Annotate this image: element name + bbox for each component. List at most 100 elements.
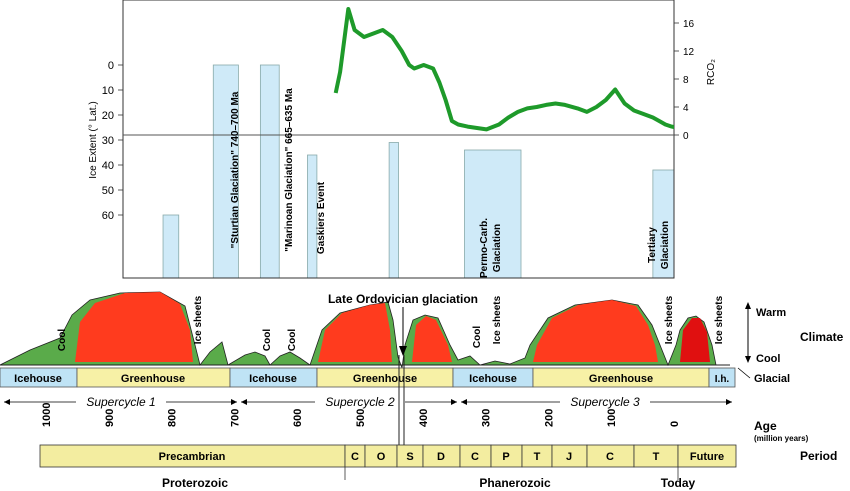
period-label-p: P	[502, 451, 509, 463]
proterozoic-label: Proterozoic	[162, 476, 228, 490]
age-tick-400: 400	[418, 409, 430, 427]
cool-scale-label: Cool	[756, 353, 780, 365]
top-panel-frame	[122, 0, 675, 279]
ice-sheets-label-1: Ice sheets	[193, 295, 204, 344]
state-label-5: Icehouse	[469, 373, 517, 385]
period-label-precambrian: Precambrian	[159, 451, 226, 463]
left-tick-label: 60	[102, 210, 114, 222]
climate-label: Climate	[800, 330, 844, 344]
right-tick-label: 0	[683, 131, 689, 142]
age-label: Age	[754, 419, 777, 433]
ice-extent-axis-label: Ice Extent (° Lat.)	[88, 101, 99, 178]
warm-area-2	[318, 303, 392, 362]
phanerozoic-label: Phanerozoic	[479, 476, 551, 490]
state-label-4: Greenhouse	[353, 373, 417, 385]
age-tick-0: 0	[669, 421, 681, 427]
permo-carb-label: Permo-Carb.	[479, 218, 490, 278]
period-label-c3: C	[606, 451, 614, 463]
supercycle-2-label-bg	[315, 395, 405, 409]
glacial-scale-label: Glacial	[754, 373, 790, 385]
period-label-t2: T	[653, 451, 660, 463]
supercycle-3-label: Supercycle 3	[570, 395, 640, 409]
climate-panel: Cool Cool Cool Cool Ice sheets Ice sheet…	[0, 291, 844, 385]
supercycle-3-label-bg	[560, 395, 650, 409]
state-label-3: Icehouse	[249, 373, 297, 385]
right-tick-label: 8	[683, 75, 689, 86]
ice-bar-5	[388, 142, 399, 278]
supercycle-2-arrow-left	[241, 399, 247, 405]
period-label-o: O	[377, 451, 386, 463]
state-label-6: Greenhouse	[589, 373, 653, 385]
period-label-t1: T	[534, 451, 541, 463]
state-label-2: Greenhouse	[121, 373, 185, 385]
period-label-s: S	[406, 451, 413, 463]
warm-scale-label: Warm	[756, 307, 786, 319]
climate-state-bar: Icehouse Greenhouse Icehouse Greenhouse …	[0, 367, 736, 388]
ice-sheets-label-4: Ice sheets	[714, 295, 725, 344]
warm-area-4	[533, 300, 658, 362]
warm-area-5	[680, 318, 710, 362]
left-tick-label: 50	[102, 185, 114, 197]
cool-label-2: Cool	[262, 329, 273, 351]
supercycle-1-label: Supercycle 1	[86, 395, 155, 409]
age-tick-700: 700	[229, 409, 241, 427]
right-tick-label: 16	[683, 19, 695, 30]
period-label-d: D	[437, 451, 445, 463]
left-tick-label: 10	[102, 85, 114, 97]
supercycle-1-label-bg	[76, 395, 166, 409]
warm-area-1	[75, 292, 193, 362]
age-tick-800: 800	[167, 409, 179, 427]
age-tick-900: 900	[104, 409, 116, 427]
tertiary-glaciation-label: Glaciation	[660, 221, 671, 269]
supercycle-1-arrow-left	[4, 399, 10, 405]
supercycle-3-arrow-left	[461, 399, 467, 405]
state-label-7: I.h.	[715, 374, 730, 385]
climate-scale-arrow-up	[745, 302, 751, 309]
permo-carb-glaciation-label: Glaciation	[492, 224, 503, 272]
period-label: Period	[800, 449, 837, 463]
age-tick-600: 600	[292, 409, 304, 427]
right-tick-label: 4	[683, 103, 689, 114]
ice-sheets-label-3: Ice sheets	[664, 295, 675, 344]
ice-bar-3	[259, 64, 280, 278]
period-bar: Precambrian C O S D C P T J C T Future	[39, 444, 737, 480]
today-label: Today	[661, 476, 696, 490]
left-tick-label: 20	[102, 110, 114, 122]
annotation-arrowhead	[399, 346, 407, 356]
period-label-c2: C	[471, 451, 479, 463]
supercycle-1-arrow-right	[231, 399, 237, 405]
ice-bar-6	[464, 149, 522, 278]
state-icehouse-4	[708, 367, 736, 388]
left-tick-label: 0	[108, 60, 114, 72]
supercycles: Supercycle 1 Supercycle 2 Supercycle 3	[4, 395, 732, 409]
marinoan-label: "Marinoan Glaciation" 665–635 Ma	[284, 88, 295, 252]
left-tick-label: 40	[102, 160, 114, 172]
state-label-1: Icehouse	[14, 373, 62, 385]
climate-scale-arrow-down	[745, 356, 751, 363]
ice-sheets-label-2: Ice sheets	[492, 295, 503, 344]
age-unit-label: (million years)	[754, 434, 809, 443]
ice-bar-7	[652, 169, 674, 278]
ice-bar-4	[307, 154, 318, 278]
rco2-line	[333, 7, 674, 132]
period-label-j: J	[566, 451, 572, 463]
sturtian-label: "Sturtian Glaciation" 740–700 Ma	[230, 91, 241, 248]
cool-label-1: Cool	[57, 329, 68, 351]
age-tick-100: 100	[606, 409, 618, 427]
age-axis: 1000 900 800 700 600 500 400 300 200 100 0	[41, 403, 681, 427]
glacial-pointer	[737, 367, 751, 379]
age-tick-1000: 1000	[41, 403, 53, 427]
gaskiers-label: Gaskiers Event	[316, 181, 327, 254]
late-ordovician-annotation: Late Ordovician glaciation	[328, 292, 478, 306]
age-tick-300: 300	[481, 409, 493, 427]
age-tick-200: 200	[543, 409, 555, 427]
cool-label-3: Cool	[287, 329, 298, 351]
supercycle-2-label: Supercycle 2	[325, 395, 395, 409]
supercycle-2-arrow-right	[451, 399, 457, 405]
ice-bar-1	[162, 214, 180, 278]
tertiary-label: Tertiary	[647, 227, 658, 263]
rco2-axis-label: RCO₂	[706, 59, 717, 85]
cool-label-4: Cool	[472, 326, 483, 348]
